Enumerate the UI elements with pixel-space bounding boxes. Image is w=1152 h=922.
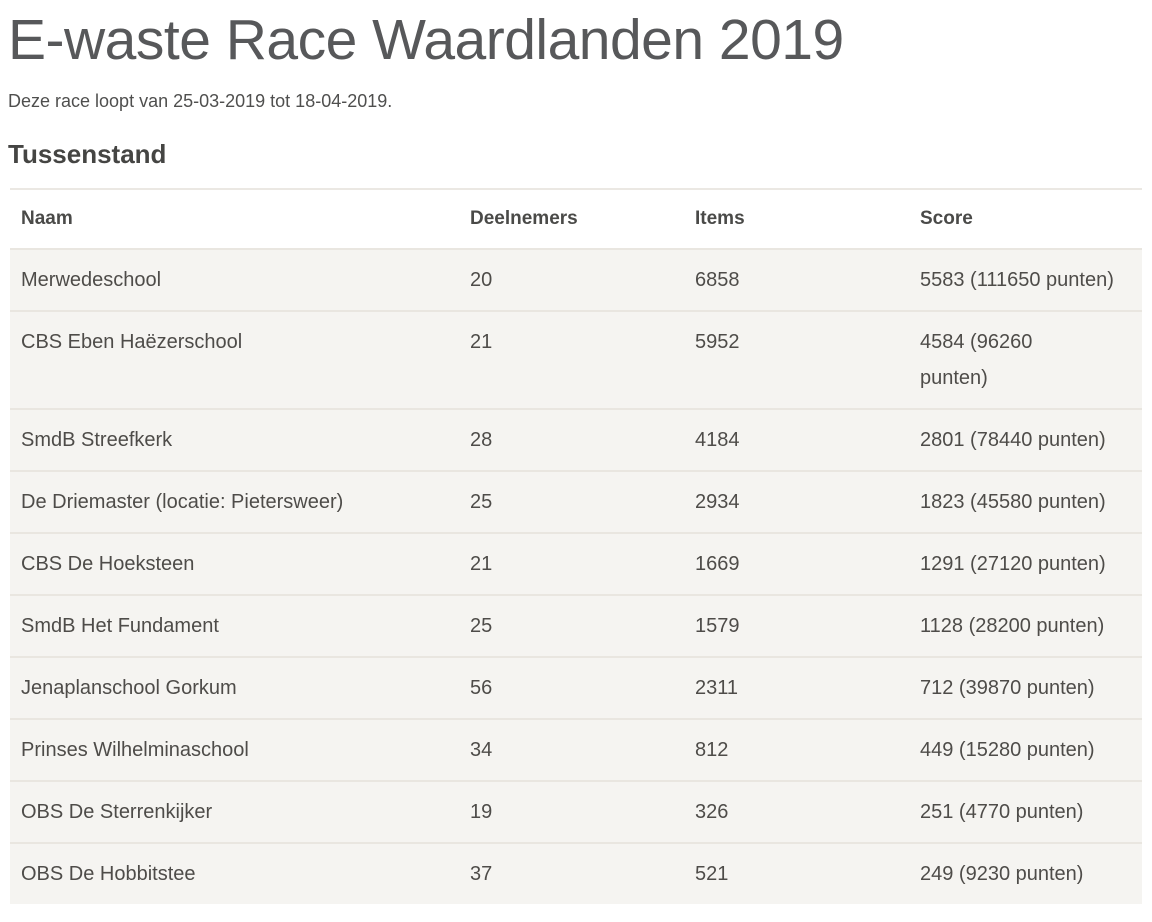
cell-score: 251 (4770 punten)	[920, 801, 1084, 823]
cell-score: 449 (15280 punten)	[920, 739, 1095, 761]
cell-deelnemers: 37	[470, 863, 493, 885]
table-row: Prinses Wilhelminaschool 34 812 449 (152…	[10, 719, 1142, 781]
cell-items: 6858	[695, 269, 740, 291]
cell-items: 5952	[695, 331, 740, 353]
cell-score: 1128 (28200 punten)	[920, 615, 1105, 637]
cell-deelnemers: 20	[470, 269, 493, 291]
table-row: Merwedeschool 20 6858 5583 (111650 punte…	[10, 249, 1142, 311]
table-row: CBS Eben Haëzerschool 21 5952 4584 (9626…	[10, 311, 1142, 409]
cell-score: 1823 (45580 punten)	[920, 491, 1106, 513]
cell-deelnemers: 25	[470, 491, 493, 513]
cell-score: 4584 (96260 punten)	[920, 331, 1033, 389]
cell-score: 249 (9230 punten)	[920, 863, 1084, 885]
cell-deelnemers: 21	[470, 553, 493, 575]
cell-deelnemers: 34	[470, 739, 493, 761]
table-header: Naam Deelnemers Items Score	[10, 189, 1142, 249]
cell-score: 1291 (27120 punten)	[920, 553, 1106, 575]
cell-naam: SmdB Streefkerk	[21, 429, 173, 451]
table-row: CBS De Hoeksteen 21 1669 1291 (27120 pun…	[10, 533, 1142, 595]
standings-table-container: Naam Deelnemers Items Score Merwedeschoo…	[10, 188, 1142, 904]
cell-items: 2311	[695, 677, 739, 699]
cell-items: 812	[695, 739, 729, 761]
cell-deelnemers: 28	[470, 429, 493, 451]
cell-score: 712 (39870 punten)	[920, 677, 1095, 699]
table-row: SmdB Streefkerk 28 4184 2801 (78440 punt…	[10, 409, 1142, 471]
cell-naam: Merwedeschool	[21, 269, 162, 291]
cell-naam: CBS De Hoeksteen	[21, 553, 195, 575]
table-row: De Driemaster (locatie: Pietersweer) 25 …	[10, 471, 1142, 533]
cell-naam: Jenaplanschool Gorkum	[21, 677, 237, 699]
standings-table: Naam Deelnemers Items Score Merwedeschoo…	[10, 188, 1142, 904]
cell-naam: CBS Eben Haëzerschool	[21, 331, 243, 353]
cell-deelnemers: 25	[470, 615, 493, 637]
section-title-tussenstand: Tussenstand	[8, 139, 167, 169]
cell-deelnemers: 56	[470, 677, 493, 699]
cell-naam: De Driemaster (locatie: Pietersweer)	[21, 491, 344, 513]
cell-items: 2934	[695, 491, 740, 513]
column-header-items: Items	[684, 189, 909, 249]
cell-naam: SmdB Het Fundament	[21, 615, 219, 637]
race-period-text: Deze race loopt van 25-03-2019 tot 18-04…	[8, 91, 393, 111]
cell-naam: OBS De Hobbitstee	[21, 863, 196, 885]
cell-naam: OBS De Sterrenkijker	[21, 801, 213, 823]
column-header-naam: Naam	[10, 189, 459, 249]
cell-items: 1579	[695, 615, 740, 637]
cell-deelnemers: 19	[470, 801, 493, 823]
table-row: OBS De Sterrenkijker 19 326 251 (4770 pu…	[10, 781, 1142, 843]
cell-score: 2801 (78440 punten)	[920, 429, 1106, 451]
cell-deelnemers: 21	[470, 331, 493, 353]
cell-items: 521	[695, 863, 729, 885]
table-body: Merwedeschool 20 6858 5583 (111650 punte…	[10, 249, 1142, 904]
column-header-deelnemers: Deelnemers	[459, 189, 684, 249]
cell-items: 326	[695, 801, 729, 823]
cell-naam: Prinses Wilhelminaschool	[21, 739, 249, 761]
table-header-row: Naam Deelnemers Items Score	[10, 189, 1142, 249]
cell-items: 1669	[695, 553, 740, 575]
table-row: Jenaplanschool Gorkum 56 2311 712 (39870…	[10, 657, 1142, 719]
table-row: SmdB Het Fundament 25 1579 1128 (28200 p…	[10, 595, 1142, 657]
cell-score: 5583 (111650 punten)	[920, 269, 1114, 291]
table-row: OBS De Hobbitstee 37 521 249 (9230 punte…	[10, 843, 1142, 904]
page-title: E-waste Race Waardlanden 2019	[8, 8, 844, 72]
column-header-score: Score	[909, 189, 1142, 249]
cell-items: 4184	[695, 429, 740, 451]
